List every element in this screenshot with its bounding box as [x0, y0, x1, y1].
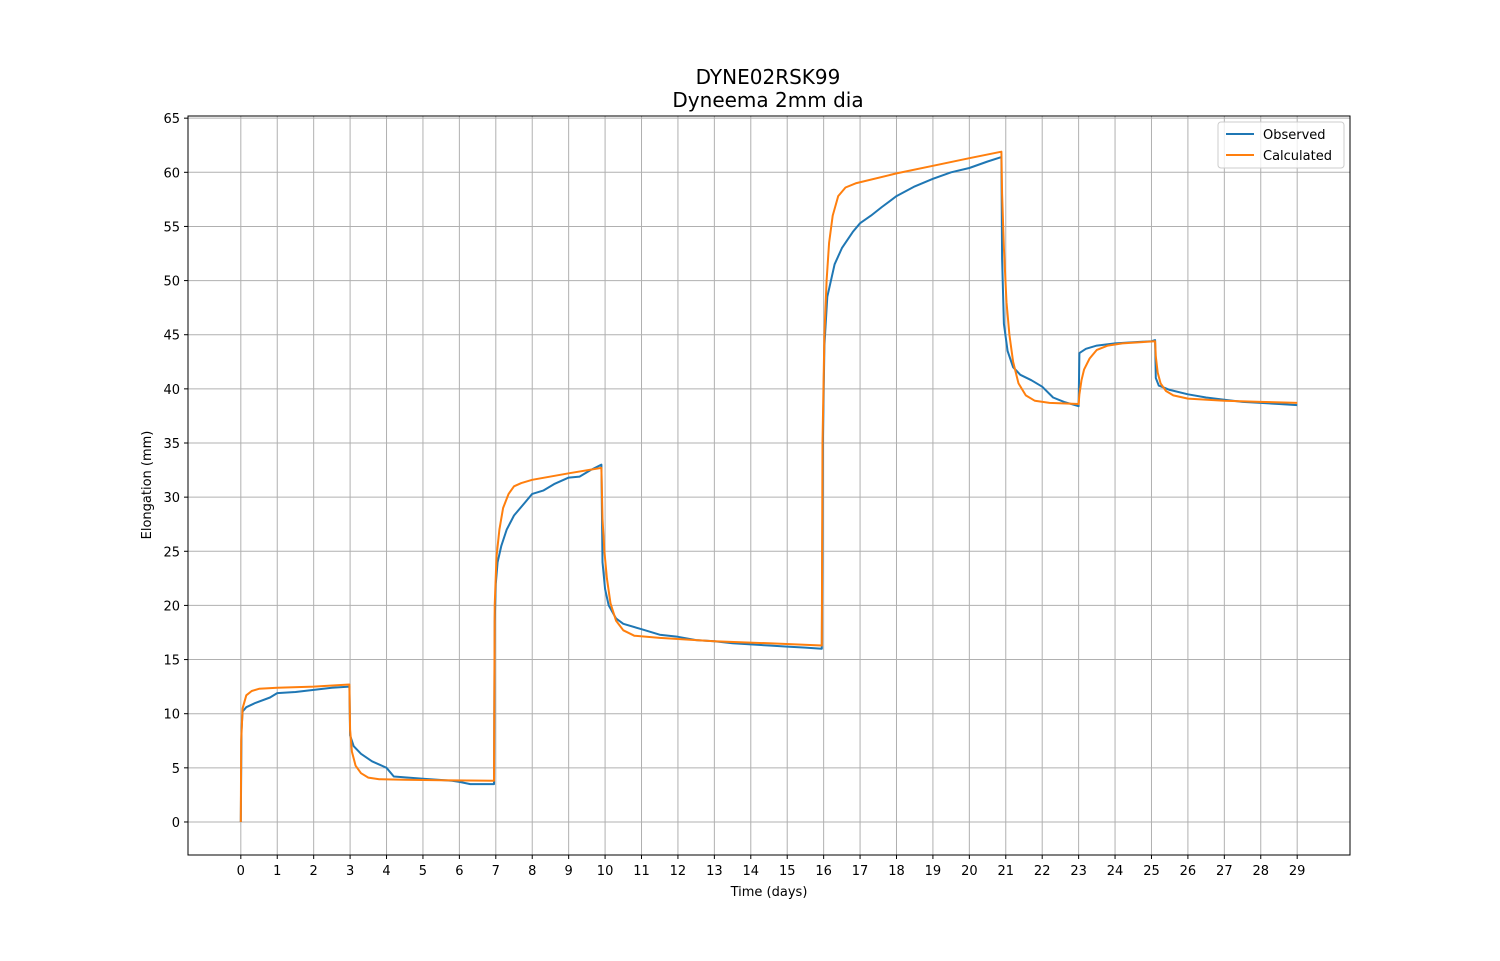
legend-label-observed: Observed	[1263, 128, 1326, 143]
x-tick-label: 26	[1180, 864, 1197, 879]
x-tick-label: 25	[1143, 864, 1160, 879]
x-tick-label: 12	[670, 864, 687, 879]
x-tick-label: 28	[1252, 864, 1269, 879]
y-tick-label: 15	[163, 654, 180, 669]
series-line-calculated	[239, 150, 1298, 823]
x-tick-label: 20	[961, 864, 978, 879]
x-tick-label: 0	[237, 864, 245, 879]
x-tick-label: 3	[346, 864, 354, 879]
x-tick-label: 9	[565, 864, 573, 879]
series-lines	[239, 150, 1298, 823]
y-tick-label: 50	[163, 275, 180, 290]
x-tick-label: 15	[779, 864, 796, 879]
x-tick-label: 18	[888, 864, 905, 879]
axis-ticks: 0 1 2 3 4 5 6 7 8 9 10 11 12 13 14 15 16 17 18 19 20 21 22 23 24…	[163, 112, 1305, 879]
plot-area	[187, 115, 1351, 856]
y-tick-label: 60	[163, 166, 180, 181]
legend: Observed Calculated	[1217, 121, 1345, 169]
chart-title: DYNE02RSK99	[696, 65, 841, 89]
y-axis-label: Elongation (mm)	[140, 431, 155, 540]
x-tick-label: 16	[815, 864, 832, 879]
y-tick-label: 40	[163, 383, 180, 398]
y-tick-label: 45	[163, 329, 180, 344]
x-tick-label: 27	[1216, 864, 1233, 879]
x-tick-label: 2	[310, 864, 318, 879]
x-tick-label: 17	[852, 864, 869, 879]
legend-label-calculated: Calculated	[1263, 149, 1332, 164]
y-tick-label: 10	[163, 708, 180, 723]
x-tick-label: 19	[925, 864, 942, 879]
y-tick-label: 65	[163, 112, 180, 127]
x-tick-label: 21	[997, 864, 1014, 879]
x-axis-label: Time (days)	[730, 885, 808, 900]
y-tick-label: 30	[163, 491, 180, 506]
x-tick-label: 1	[273, 864, 281, 879]
y-tick-label: 55	[163, 220, 180, 235]
x-tick-label: 24	[1107, 864, 1124, 879]
x-tick-label: 7	[492, 864, 500, 879]
x-tick-label: 22	[1034, 864, 1051, 879]
x-tick-label: 5	[419, 864, 427, 879]
x-tick-label: 10	[597, 864, 614, 879]
x-tick-label: 11	[633, 864, 650, 879]
x-tick-label: 14	[743, 864, 760, 879]
y-tick-label: 5	[172, 762, 180, 777]
x-tick-label: 23	[1070, 864, 1087, 879]
x-tick-label: 29	[1289, 864, 1306, 879]
y-tick-label: 25	[163, 545, 180, 560]
chart-subtitle: Dyneema 2mm dia	[672, 88, 863, 112]
x-tick-label: 6	[455, 864, 463, 879]
x-tick-label: 4	[382, 864, 390, 879]
y-tick-label: 0	[172, 816, 180, 831]
x-tick-label: 13	[706, 864, 723, 879]
series-line-observed	[239, 156, 1298, 823]
y-tick-label: 35	[163, 437, 180, 452]
y-tick-label: 20	[163, 599, 180, 614]
x-tick-label: 8	[528, 864, 536, 879]
grid	[188, 116, 1350, 855]
